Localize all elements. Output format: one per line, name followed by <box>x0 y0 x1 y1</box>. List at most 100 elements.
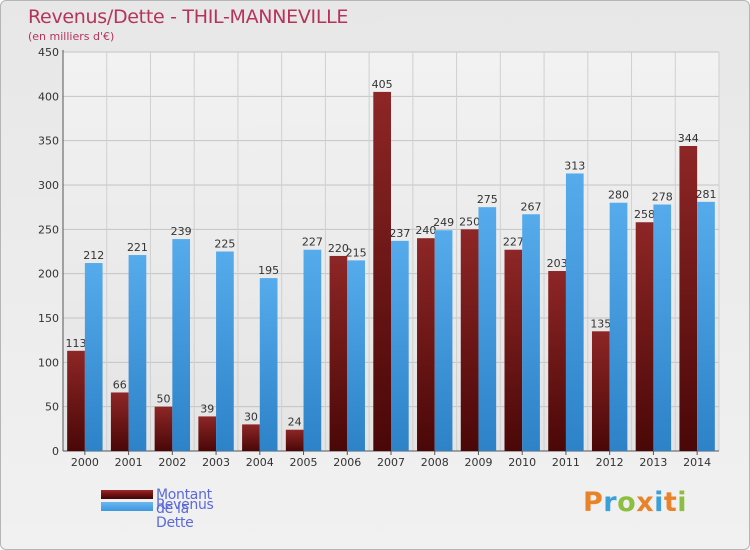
bar-revenue <box>128 255 147 451</box>
y-tick-label: 250 <box>38 223 59 236</box>
y-tick-label: 100 <box>38 356 59 369</box>
x-tick-label: 2010 <box>508 456 536 469</box>
y-tick-label: 50 <box>45 401 59 414</box>
bar-debt <box>329 255 348 451</box>
data-label-debt: 30 <box>244 410 258 423</box>
x-tick-label: 2000 <box>71 456 99 469</box>
x-tick-label: 2009 <box>464 456 492 469</box>
data-label-revenue: 215 <box>346 246 367 259</box>
legend-swatch-revenue <box>101 502 153 511</box>
x-tick-label: 2014 <box>683 456 711 469</box>
data-label-debt: 66 <box>113 378 127 391</box>
bar-revenue <box>522 214 540 451</box>
bar-revenue <box>303 249 322 451</box>
data-label-revenue: 275 <box>477 193 498 206</box>
data-label-revenue: 280 <box>608 189 629 202</box>
data-label-revenue: 227 <box>302 236 323 249</box>
logo-letter: x <box>636 487 655 518</box>
bar-revenue <box>347 260 365 451</box>
y-tick-label: 300 <box>38 179 59 192</box>
data-label-debt: 113 <box>66 337 87 350</box>
legend-label-revenue: Revenus <box>156 497 214 513</box>
bar-debt <box>154 406 173 451</box>
bar-debt <box>373 91 391 452</box>
bar-revenue <box>259 278 278 451</box>
data-label-debt: 258 <box>634 208 655 221</box>
data-label-debt: 135 <box>590 317 611 330</box>
bar-debt <box>417 238 435 451</box>
data-label-debt: 220 <box>328 242 349 255</box>
x-tick-label: 2013 <box>639 456 667 469</box>
bar-debt <box>285 429 304 451</box>
bar-debt <box>67 350 85 451</box>
bar-debt <box>679 145 698 451</box>
data-label-debt: 240 <box>415 224 436 237</box>
y-tick-label: 350 <box>38 135 59 148</box>
bar-debt <box>460 229 479 451</box>
x-tick-label: 2001 <box>115 456 143 469</box>
x-tick-label: 2005 <box>290 456 318 469</box>
data-label-revenue: 212 <box>83 249 104 262</box>
data-label-revenue: 195 <box>258 264 279 277</box>
x-tick-label: 2004 <box>246 456 274 469</box>
data-label-debt: 24 <box>288 416 302 429</box>
logo-letter: i <box>654 487 664 518</box>
bar-revenue <box>172 239 191 451</box>
x-tick-label: 2008 <box>421 456 449 469</box>
logo-letter: t <box>663 487 678 518</box>
bar-debt <box>548 271 566 451</box>
x-tick-label: 2003 <box>202 456 230 469</box>
y-tick-label: 200 <box>38 268 59 281</box>
chart-subtitle: (en milliers d'€) <box>28 30 115 43</box>
bar-debt <box>198 416 217 451</box>
bar-revenue <box>84 263 103 451</box>
bar-debt <box>635 222 654 451</box>
bar-revenue <box>697 201 715 451</box>
logo-letter: i <box>677 487 688 518</box>
chart-title: Revenus/Dette - THIL-MANNEVILLE <box>28 6 349 28</box>
data-label-debt: 39 <box>200 402 214 415</box>
x-tick-label: 2011 <box>552 456 580 469</box>
bar-debt <box>242 424 260 451</box>
data-label-debt: 405 <box>372 78 393 91</box>
y-tick-label: 450 <box>38 46 59 59</box>
legend-swatch-debt <box>101 490 153 499</box>
data-label-revenue: 221 <box>127 241 148 254</box>
bar-debt <box>110 392 129 451</box>
logo-letter: o <box>617 487 637 518</box>
data-label-debt: 203 <box>547 257 568 270</box>
data-label-revenue: 225 <box>214 238 235 251</box>
bar-debt <box>591 331 610 451</box>
data-label-revenue: 239 <box>171 225 192 238</box>
data-label-revenue: 313 <box>564 159 585 172</box>
bar-revenue <box>565 173 584 451</box>
bar-revenue <box>478 207 497 451</box>
data-label-revenue: 267 <box>521 200 542 213</box>
data-label-revenue: 249 <box>433 216 454 229</box>
x-tick-label: 2007 <box>377 456 405 469</box>
bar-revenue <box>391 240 409 451</box>
bar-revenue <box>653 204 672 451</box>
x-tick-label: 2012 <box>596 456 624 469</box>
bar-debt <box>504 249 523 451</box>
logo-letter: r <box>603 487 618 518</box>
data-label-revenue: 278 <box>652 191 673 204</box>
proxiti-logo: Proxiti <box>583 487 687 518</box>
legend-label-debt: Montant de la Dette <box>156 487 212 531</box>
bar-revenue <box>434 230 453 451</box>
y-tick-label: 150 <box>38 312 59 325</box>
bar-revenue <box>609 202 628 451</box>
y-tick-label: 0 <box>52 445 59 458</box>
data-label-revenue: 237 <box>389 227 410 240</box>
logo-letter: P <box>583 487 604 518</box>
x-tick-label: 2006 <box>333 456 361 469</box>
data-label-debt: 250 <box>459 215 480 228</box>
data-label-debt: 50 <box>156 393 170 406</box>
y-tick-label: 400 <box>38 90 59 103</box>
x-tick-label: 2002 <box>158 456 186 469</box>
data-label-debt: 227 <box>503 236 524 249</box>
data-label-debt: 344 <box>678 132 699 145</box>
bar-revenue <box>216 251 234 451</box>
